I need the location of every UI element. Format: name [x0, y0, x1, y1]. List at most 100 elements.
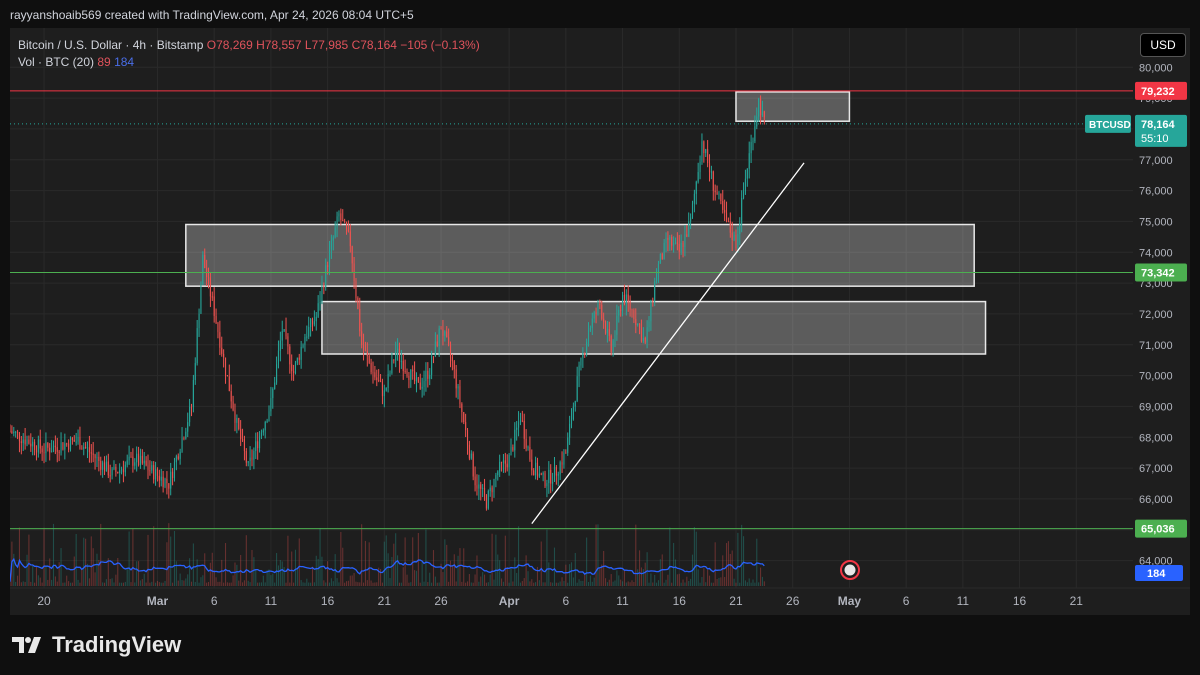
- volume-bar: [9, 581, 11, 586]
- candle-body: [189, 406, 191, 423]
- candle-body: [238, 417, 240, 429]
- volume-bar: [398, 582, 401, 586]
- volume-bar: [49, 558, 51, 586]
- price-tick-label: 76,000: [1139, 186, 1173, 198]
- candle-body: [674, 242, 677, 244]
- volume-bar: [731, 550, 733, 586]
- candle-body: [521, 420, 523, 422]
- volume-bar: [39, 577, 41, 586]
- volume-bar: [153, 526, 155, 586]
- volume-bar: [714, 542, 716, 586]
- chart-panel[interactable]: 64,00065,00066,00067,00068,00069,00070,0…: [9, 28, 1190, 615]
- volume-bar: [389, 578, 391, 586]
- volume-bar: [362, 582, 365, 586]
- volume-bar: [94, 572, 96, 586]
- candle-body: [54, 445, 56, 448]
- candle-body: [109, 475, 111, 477]
- volume-bar: [606, 582, 608, 586]
- price-chart[interactable]: 64,00065,00066,00067,00068,00069,00070,0…: [9, 28, 1190, 615]
- volume-bar: [332, 581, 334, 586]
- volume-bar: [272, 573, 274, 586]
- volume-bar: [30, 581, 32, 586]
- candle-body: [18, 432, 20, 442]
- volume-bar: [752, 579, 754, 586]
- candle-body: [518, 422, 520, 428]
- trendline: [531, 162, 805, 524]
- candle-body: [315, 316, 317, 322]
- price-tick-label: 71,000: [1139, 340, 1173, 352]
- candle-body: [158, 475, 160, 481]
- volume-bar: [463, 548, 465, 586]
- volume-bar: [746, 582, 748, 586]
- candle-body: [115, 466, 117, 472]
- candle-body: [567, 437, 569, 453]
- candle-body: [226, 375, 228, 377]
- candle-body: [635, 319, 637, 325]
- candle-body: [120, 469, 123, 471]
- volume-bar: [478, 581, 480, 586]
- volume-bar: [306, 578, 308, 586]
- candle-body: [287, 336, 289, 347]
- candle-body: [629, 301, 631, 310]
- candle-body: [444, 331, 446, 336]
- candle-body: [402, 360, 404, 371]
- candle-body: [342, 220, 344, 222]
- volume-bar: [75, 533, 77, 586]
- candle-body: [538, 473, 540, 477]
- volume-bar: [648, 582, 650, 586]
- candle-body: [122, 469, 124, 473]
- candle-body: [173, 462, 176, 479]
- candle-body: [166, 478, 168, 484]
- candle-body: [43, 452, 45, 454]
- volume-bar: [421, 562, 423, 586]
- price-tick-label: 69,000: [1139, 401, 1173, 413]
- candle-body: [608, 329, 610, 336]
- candle-body: [705, 149, 707, 154]
- candle-body: [75, 441, 77, 443]
- candle-body: [557, 474, 559, 476]
- candle-body: [412, 369, 414, 372]
- candle-body: [741, 197, 743, 224]
- volume-bar: [586, 537, 588, 586]
- volume-bar: [96, 553, 98, 586]
- candle-body: [761, 111, 763, 116]
- candle-body: [361, 331, 363, 346]
- last-price-label: 78,164: [1141, 119, 1176, 131]
- candle-body: [682, 242, 684, 248]
- price-label-2: 73,342: [1141, 268, 1175, 280]
- volume-bar: [737, 532, 739, 586]
- candle-body: [582, 353, 584, 358]
- volume-bar: [115, 574, 117, 586]
- volume-bar: [410, 582, 412, 586]
- candle-body: [69, 437, 72, 450]
- volume-indicator-label[interactable]: Vol · BTC (20): [18, 55, 95, 69]
- volume-bar: [325, 582, 327, 586]
- volume-bar: [355, 581, 357, 586]
- volume-bar: [190, 581, 193, 586]
- volume-bar: [572, 577, 574, 586]
- volume-bar: [259, 582, 261, 586]
- volume-bar: [304, 582, 306, 586]
- volume-bar: [716, 579, 718, 586]
- candle-body: [586, 341, 588, 354]
- volume-bar: [134, 582, 136, 586]
- candle-body: [207, 276, 210, 278]
- candle-body: [26, 439, 28, 445]
- candle-body: [262, 430, 264, 433]
- candle-body: [691, 203, 694, 218]
- candle-body: [754, 126, 756, 142]
- volume-bar: [243, 580, 245, 586]
- candle-body: [234, 410, 236, 423]
- symbol-description[interactable]: Bitcoin / U.S. Dollar · 4h · Bitstamp: [18, 38, 204, 52]
- candle-body: [563, 452, 565, 465]
- volume-bar: [34, 582, 36, 586]
- candle-body: [77, 436, 79, 442]
- candle-body: [760, 98, 762, 116]
- candle-body: [474, 476, 476, 486]
- candle-body: [622, 294, 624, 311]
- candle-body: [742, 191, 745, 198]
- volume-bar: [79, 582, 81, 586]
- volume-bar: [162, 582, 164, 586]
- currency-button[interactable]: USD: [1140, 33, 1186, 57]
- candle-body: [673, 243, 675, 246]
